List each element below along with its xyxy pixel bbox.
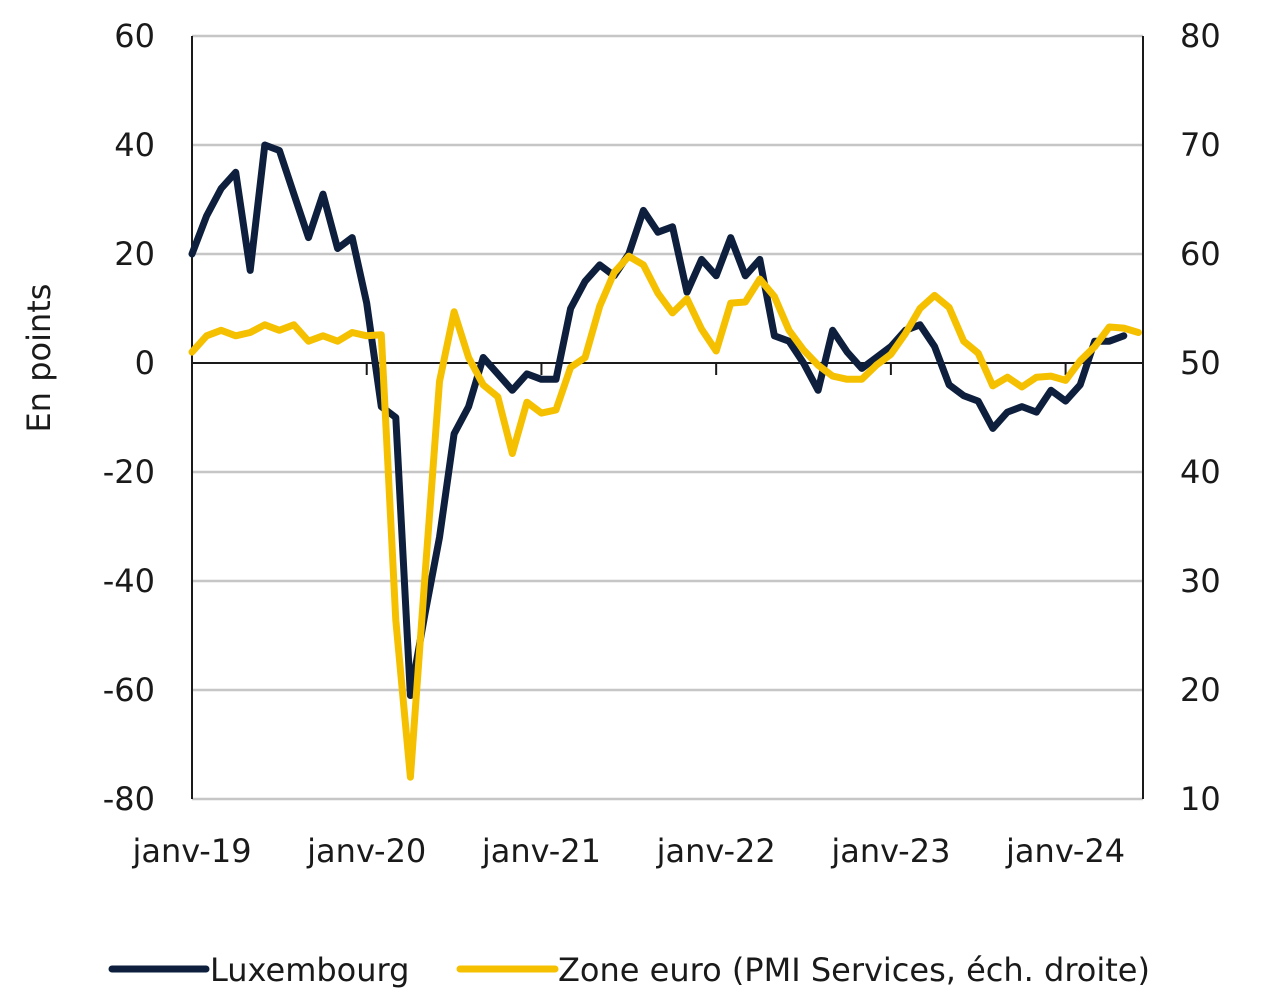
y-left-tick-label: -60 <box>103 671 155 709</box>
gridlines <box>192 34 1143 801</box>
legend: Luxembourg Zone euro (PMI Services, éch. … <box>108 951 1150 989</box>
y-left-tick-label: 0 <box>135 344 155 382</box>
y-left-tick-label: -80 <box>103 780 155 818</box>
y-right-tick-label: 20 <box>1180 671 1221 709</box>
y-right-tick-label: 70 <box>1180 126 1221 164</box>
y-right-tick-label: 30 <box>1180 562 1221 600</box>
tick-labels: 60 80 40 70 20 60 0 50 -20 40 -40 30 -60 20 -80 10 janv-… <box>103 17 1221 870</box>
series-line-zone-euro <box>188 252 1142 781</box>
y-left-tick-label: 20 <box>114 235 155 273</box>
y-right-tick-label: 10 <box>1180 780 1221 818</box>
y-left-tick-label: -40 <box>103 562 155 600</box>
x-tick-label: janv-19 <box>131 832 251 870</box>
y-right-tick-label: 60 <box>1180 235 1221 273</box>
y-left-tick-label: -20 <box>103 453 155 491</box>
x-tick-label: janv-21 <box>481 832 601 870</box>
series-line-luxembourg <box>188 141 1128 699</box>
series-lines <box>188 141 1142 781</box>
y-axis-title: En points <box>20 284 58 433</box>
x-tick-label: janv-23 <box>830 832 950 870</box>
y-right-tick-label: 40 <box>1180 453 1221 491</box>
legend-label-luxembourg: Luxembourg <box>210 951 409 989</box>
y-right-tick-label: 80 <box>1180 17 1221 55</box>
legend-label-zone-euro: Zone euro (PMI Services, éch. droite) <box>558 951 1150 989</box>
y-left-tick-label: 40 <box>114 126 155 164</box>
x-tick-label: janv-24 <box>1005 832 1125 870</box>
x-tick-label: janv-20 <box>306 832 426 870</box>
x-tick-label: janv-22 <box>656 832 776 870</box>
y-left-tick-label: 60 <box>114 17 155 55</box>
y-right-tick-label: 50 <box>1180 344 1221 382</box>
